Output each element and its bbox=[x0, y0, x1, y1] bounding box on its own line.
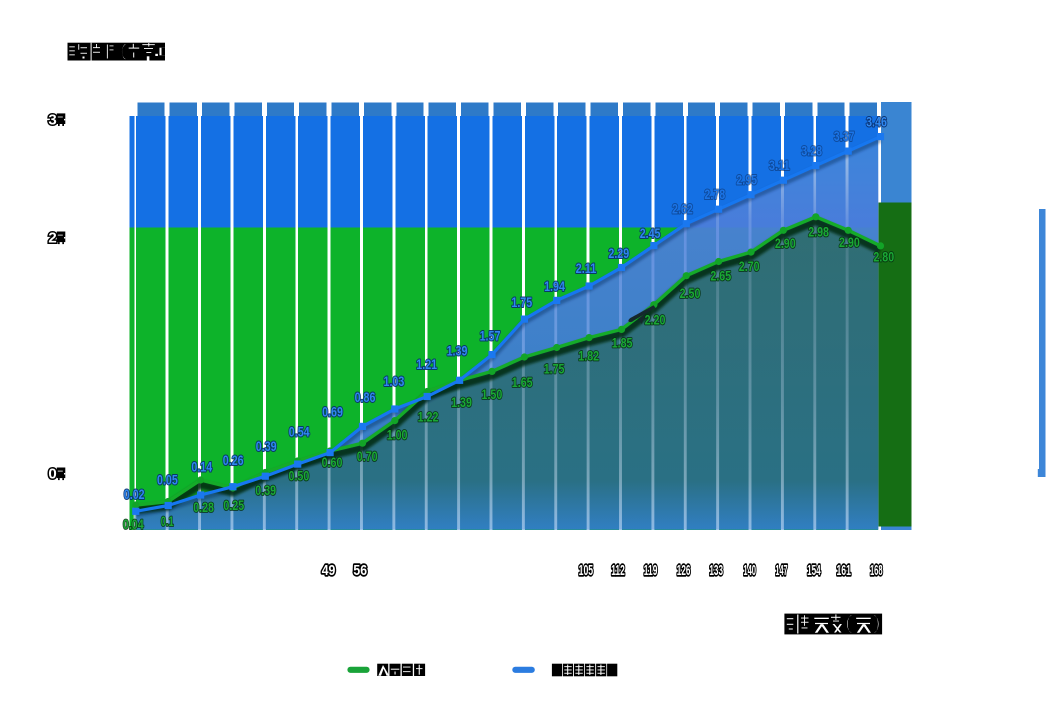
svg-text:2.11: 2.11 bbox=[576, 261, 597, 276]
svg-text:1.50: 1.50 bbox=[482, 387, 503, 402]
svg-text:1.75: 1.75 bbox=[544, 362, 565, 377]
svg-text:105: 105 bbox=[579, 562, 594, 579]
svg-text:1.39: 1.39 bbox=[447, 344, 468, 359]
svg-text:2.78: 2.78 bbox=[704, 187, 725, 202]
svg-text:2.65: 2.65 bbox=[710, 269, 731, 284]
svg-text:1.39: 1.39 bbox=[451, 395, 472, 410]
svg-text:2.45: 2.45 bbox=[640, 226, 661, 241]
svg-text:0.26: 0.26 bbox=[223, 453, 244, 468]
svg-text:3.46: 3.46 bbox=[866, 114, 887, 129]
svg-text:2.80: 2.80 bbox=[873, 250, 894, 265]
svg-text:49: 49 bbox=[322, 562, 336, 579]
svg-text:0.14: 0.14 bbox=[191, 460, 212, 475]
svg-text:0.1: 0.1 bbox=[161, 514, 174, 529]
svg-text:133: 133 bbox=[709, 562, 723, 579]
svg-text:3.28: 3.28 bbox=[801, 143, 822, 158]
svg-text:0.39: 0.39 bbox=[256, 439, 277, 454]
svg-text:0.28: 0.28 bbox=[193, 500, 214, 515]
svg-text:0.60: 0.60 bbox=[322, 455, 343, 470]
svg-text:1.57: 1.57 bbox=[480, 329, 501, 344]
svg-text:0.54: 0.54 bbox=[289, 424, 310, 439]
svg-text:2.95: 2.95 bbox=[736, 173, 757, 188]
svg-text:0.04: 0.04 bbox=[123, 517, 144, 532]
svg-text:56: 56 bbox=[353, 562, 367, 579]
svg-text:2.20: 2.20 bbox=[645, 312, 666, 327]
svg-text:1.94: 1.94 bbox=[544, 279, 565, 294]
svg-text:1.85: 1.85 bbox=[612, 335, 633, 350]
svg-text:2.29: 2.29 bbox=[608, 246, 629, 261]
svg-text:0.39: 0.39 bbox=[255, 483, 276, 498]
svg-text:1.82: 1.82 bbox=[578, 349, 599, 364]
svg-text:1.03: 1.03 bbox=[384, 374, 405, 389]
svg-text:0.02: 0.02 bbox=[124, 487, 145, 502]
svg-text:0.05: 0.05 bbox=[157, 472, 178, 487]
svg-text:140: 140 bbox=[743, 562, 756, 579]
svg-text:2.70: 2.70 bbox=[739, 259, 760, 274]
svg-text:2.90: 2.90 bbox=[775, 236, 796, 251]
svg-text:0.86: 0.86 bbox=[355, 390, 376, 405]
svg-text:168: 168 bbox=[870, 562, 883, 579]
svg-text:0.69: 0.69 bbox=[322, 405, 343, 420]
svg-text:0.25: 0.25 bbox=[223, 498, 244, 513]
svg-text:1.21: 1.21 bbox=[416, 357, 437, 372]
svg-text:1.22: 1.22 bbox=[418, 410, 439, 425]
svg-text:2: 2 bbox=[48, 230, 56, 247]
svg-text:126: 126 bbox=[677, 562, 691, 579]
svg-text:1.00: 1.00 bbox=[387, 428, 408, 443]
svg-text:147: 147 bbox=[775, 562, 787, 579]
svg-text:2.50: 2.50 bbox=[680, 286, 701, 301]
svg-text:1.75: 1.75 bbox=[511, 295, 532, 310]
svg-text:2.90: 2.90 bbox=[839, 235, 860, 250]
svg-text:154: 154 bbox=[807, 562, 821, 579]
svg-text:3: 3 bbox=[48, 112, 56, 129]
svg-text:2.98: 2.98 bbox=[808, 225, 829, 240]
svg-text:1.65: 1.65 bbox=[512, 375, 533, 390]
svg-text:0.70: 0.70 bbox=[357, 449, 378, 464]
svg-text:0: 0 bbox=[48, 466, 56, 483]
svg-text:3.37: 3.37 bbox=[834, 129, 855, 144]
svg-text:112: 112 bbox=[611, 562, 625, 579]
svg-text:3.11: 3.11 bbox=[769, 158, 790, 173]
svg-text:161: 161 bbox=[836, 562, 851, 579]
svg-text:2.62: 2.62 bbox=[672, 202, 693, 217]
svg-text:0.50: 0.50 bbox=[289, 468, 310, 483]
svg-text:119: 119 bbox=[644, 562, 658, 579]
